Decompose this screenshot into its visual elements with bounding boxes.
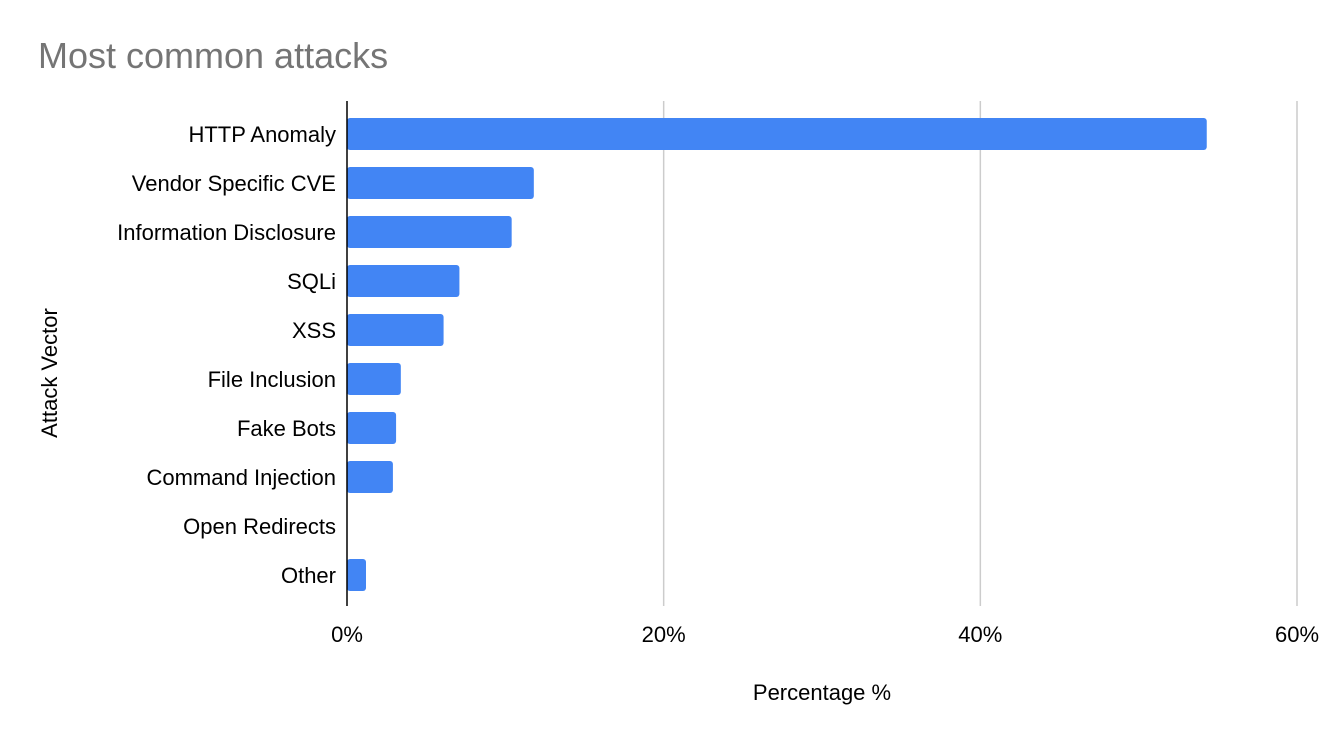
category-labels: HTTP Anomaly Vendor Specific CVE Informati… xyxy=(117,122,336,588)
category-label: Information Disclosure xyxy=(117,220,336,245)
bar xyxy=(347,412,397,444)
bar xyxy=(347,363,401,395)
category-label: Fake Bots xyxy=(237,416,336,441)
x-axis-title: Percentage % xyxy=(753,680,891,705)
category-label: Vendor Specific CVE xyxy=(132,171,336,196)
bars xyxy=(347,118,1207,591)
bar xyxy=(347,265,460,297)
bar xyxy=(347,118,1207,150)
category-label: SQLi xyxy=(287,269,336,294)
x-tick-label: 0% xyxy=(331,622,363,647)
y-axis-title: Attack Vector xyxy=(37,308,62,438)
category-label: Open Redirects xyxy=(183,514,336,539)
bar xyxy=(347,167,534,199)
category-label: Other xyxy=(281,563,336,588)
x-tick-label: 20% xyxy=(642,622,686,647)
gridlines xyxy=(662,101,1298,606)
bar xyxy=(347,559,366,591)
x-tick-labels: 0% 20% 40% 60% xyxy=(331,622,1319,647)
category-label: HTTP Anomaly xyxy=(188,122,336,147)
bar xyxy=(347,314,444,346)
category-label: Command Injection xyxy=(146,465,336,490)
bar xyxy=(347,461,393,493)
category-label: XSS xyxy=(292,318,336,343)
x-tick-label: 60% xyxy=(1275,622,1319,647)
chart-title: Most common attacks xyxy=(38,35,388,76)
x-tick-label: 40% xyxy=(958,622,1002,647)
category-label: File Inclusion xyxy=(208,367,336,392)
bar xyxy=(347,216,512,248)
